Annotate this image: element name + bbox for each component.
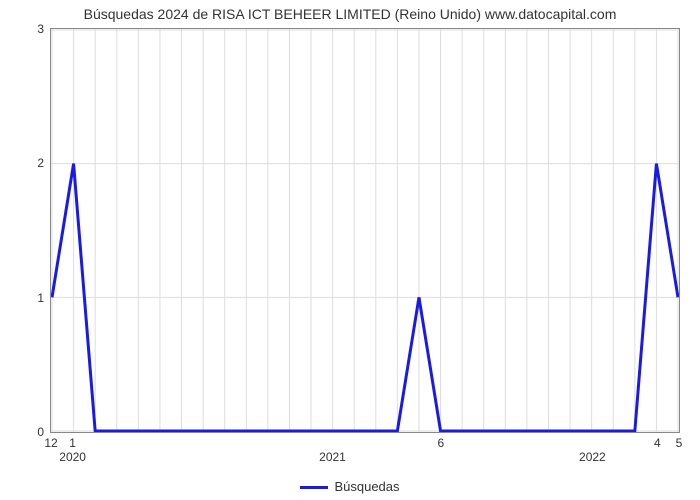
y-tick-label: 1 xyxy=(37,291,44,305)
x-tick-label: 12 xyxy=(44,436,57,450)
x-year-label: 2021 xyxy=(319,450,346,464)
chart-title: Búsquedas 2024 de RISA ICT BEHEER LIMITE… xyxy=(0,6,700,22)
legend: Búsquedas xyxy=(0,479,700,494)
x-tick-label: 5 xyxy=(676,436,683,450)
legend-swatch xyxy=(300,486,328,489)
x-year-label: 2022 xyxy=(579,450,606,464)
y-tick-label: 0 xyxy=(37,425,44,439)
chart-container: Búsquedas 2024 de RISA ICT BEHEER LIMITE… xyxy=(0,0,700,500)
x-year-label: 2020 xyxy=(59,450,86,464)
legend-label: Búsquedas xyxy=(334,479,399,494)
x-tick-label: 6 xyxy=(437,436,444,450)
x-tick-label: 1 xyxy=(69,436,76,450)
plot-area xyxy=(50,28,680,433)
x-tick-label: 4 xyxy=(654,436,661,450)
chart-svg xyxy=(51,29,679,432)
y-tick-label: 3 xyxy=(37,22,44,36)
y-tick-label: 2 xyxy=(37,156,44,170)
